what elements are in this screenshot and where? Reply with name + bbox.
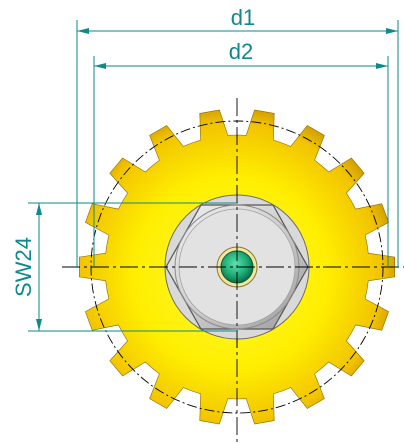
dimension-d2 xyxy=(93,56,389,268)
d1-arrow-right xyxy=(386,28,398,34)
sw-arrow-top xyxy=(36,203,42,215)
sw-arrow-bottom xyxy=(36,319,42,331)
dimension-d1 xyxy=(76,20,399,268)
dimension-sw24 xyxy=(28,202,238,332)
d1-arrow-left xyxy=(77,28,89,34)
sw24-label: SW24 xyxy=(11,237,36,297)
d2-arrow-left xyxy=(94,63,106,69)
d1-label: d1 xyxy=(231,5,255,30)
d2-arrow-right xyxy=(376,63,388,69)
d2-label: d2 xyxy=(229,39,253,64)
